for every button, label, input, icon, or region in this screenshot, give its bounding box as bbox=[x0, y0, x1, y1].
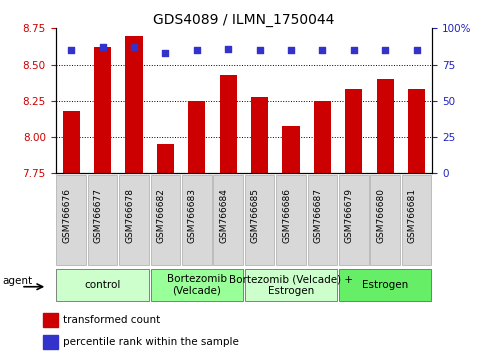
FancyBboxPatch shape bbox=[245, 175, 274, 266]
Bar bbox=[314, 101, 331, 173]
Text: transformed count: transformed count bbox=[63, 315, 161, 325]
Text: GSM766685: GSM766685 bbox=[251, 188, 260, 243]
Text: GSM766686: GSM766686 bbox=[282, 188, 291, 243]
Bar bbox=[408, 89, 425, 173]
Bar bbox=[157, 144, 174, 173]
Bar bbox=[43, 313, 58, 327]
FancyBboxPatch shape bbox=[402, 175, 431, 266]
Text: GSM766681: GSM766681 bbox=[408, 188, 416, 243]
Bar bbox=[188, 101, 205, 173]
Title: GDS4089 / ILMN_1750044: GDS4089 / ILMN_1750044 bbox=[153, 13, 335, 27]
Bar bbox=[345, 89, 362, 173]
FancyBboxPatch shape bbox=[151, 175, 180, 266]
FancyBboxPatch shape bbox=[119, 175, 149, 266]
Bar bbox=[283, 126, 299, 173]
Text: Estrogen: Estrogen bbox=[362, 280, 408, 290]
Point bbox=[350, 47, 357, 53]
Text: GSM766678: GSM766678 bbox=[125, 188, 134, 243]
FancyBboxPatch shape bbox=[88, 175, 117, 266]
Point bbox=[287, 47, 295, 53]
Bar bbox=[251, 97, 268, 173]
FancyBboxPatch shape bbox=[213, 175, 243, 266]
Text: GSM766676: GSM766676 bbox=[62, 188, 71, 243]
FancyBboxPatch shape bbox=[57, 269, 149, 301]
FancyBboxPatch shape bbox=[182, 175, 212, 266]
Text: GSM766677: GSM766677 bbox=[94, 188, 103, 243]
Point bbox=[224, 46, 232, 51]
Point bbox=[130, 44, 138, 50]
FancyBboxPatch shape bbox=[370, 175, 400, 266]
FancyBboxPatch shape bbox=[339, 269, 431, 301]
FancyBboxPatch shape bbox=[151, 269, 243, 301]
FancyBboxPatch shape bbox=[245, 269, 337, 301]
Text: GSM766680: GSM766680 bbox=[376, 188, 385, 243]
Point bbox=[193, 47, 201, 53]
Bar bbox=[126, 36, 142, 173]
Point bbox=[256, 47, 264, 53]
FancyBboxPatch shape bbox=[276, 175, 306, 266]
Text: Bortezomib (Velcade) +
Estrogen: Bortezomib (Velcade) + Estrogen bbox=[229, 274, 353, 296]
Point bbox=[68, 47, 75, 53]
Text: GSM766684: GSM766684 bbox=[219, 188, 228, 243]
Text: percentile rank within the sample: percentile rank within the sample bbox=[63, 337, 239, 347]
Text: GSM766682: GSM766682 bbox=[156, 188, 165, 243]
Bar bbox=[43, 335, 58, 349]
Text: GSM766683: GSM766683 bbox=[188, 188, 197, 243]
Point bbox=[412, 47, 420, 53]
Text: control: control bbox=[85, 280, 121, 290]
Point bbox=[99, 44, 107, 50]
FancyBboxPatch shape bbox=[339, 175, 369, 266]
FancyBboxPatch shape bbox=[308, 175, 337, 266]
Text: Bortezomib
(Velcade): Bortezomib (Velcade) bbox=[167, 274, 227, 296]
Text: GSM766679: GSM766679 bbox=[345, 188, 354, 243]
Bar bbox=[377, 79, 394, 173]
Bar bbox=[94, 47, 111, 173]
Point bbox=[319, 47, 327, 53]
Bar bbox=[63, 111, 80, 173]
Point bbox=[382, 47, 389, 53]
FancyBboxPatch shape bbox=[57, 175, 86, 266]
Point bbox=[161, 50, 170, 56]
Text: GSM766687: GSM766687 bbox=[313, 188, 323, 243]
Text: agent: agent bbox=[3, 276, 33, 286]
Bar bbox=[220, 75, 237, 173]
